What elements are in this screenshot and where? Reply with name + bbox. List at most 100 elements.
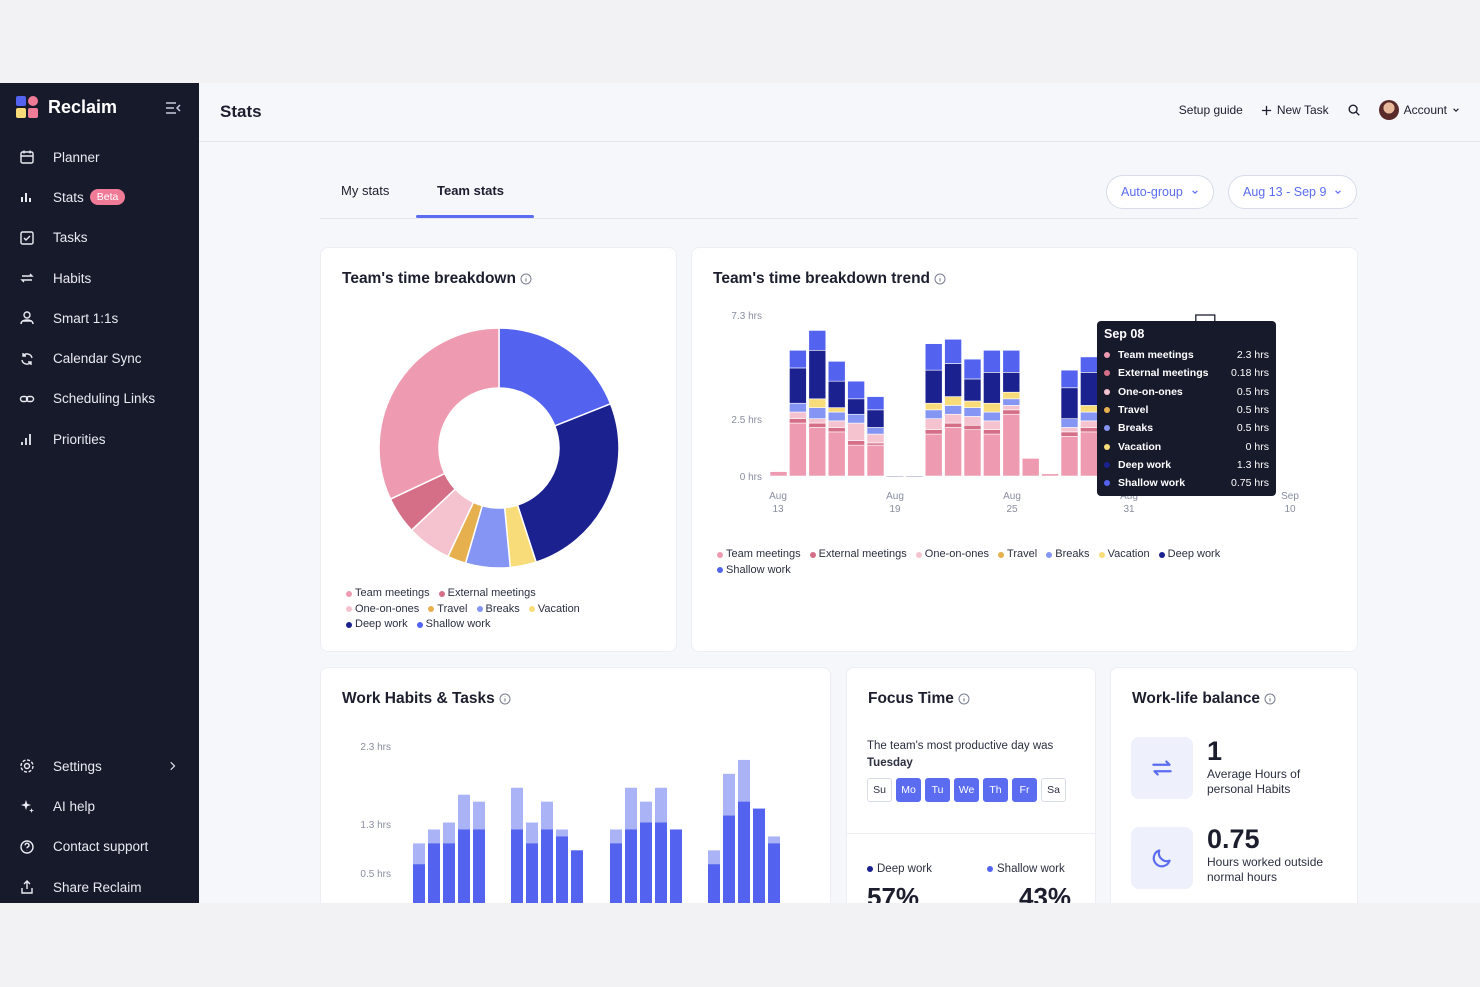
trend-bar-segment bbox=[1060, 387, 1079, 419]
trend-bar-segment bbox=[963, 429, 982, 477]
day-chip-mo[interactable]: Mo bbox=[896, 778, 921, 802]
x-tick-label: Aug bbox=[886, 491, 904, 502]
trend-bar-segment bbox=[963, 407, 982, 417]
day-chip-tu[interactable]: Tu bbox=[925, 778, 950, 802]
day-chip-we[interactable]: We bbox=[954, 778, 979, 802]
collapse-sidebar-icon[interactable] bbox=[164, 99, 182, 117]
reclaim-logo-icon bbox=[16, 96, 38, 118]
trend-bar-segment bbox=[1080, 411, 1098, 422]
sidebar-item-ai-help[interactable]: AI help bbox=[0, 786, 199, 826]
bar-chart-icon bbox=[21, 193, 31, 203]
account-label: Account bbox=[1403, 103, 1447, 117]
y-tick-label: 0 hrs bbox=[740, 472, 762, 483]
trend-bar-segment bbox=[1021, 458, 1040, 477]
search-icon[interactable] bbox=[1347, 103, 1361, 117]
tab-team-stats[interactable]: Team stats bbox=[437, 183, 504, 198]
active-tab-indicator bbox=[416, 215, 534, 218]
trend-bar-segment bbox=[789, 349, 807, 369]
trend-bar-segment bbox=[963, 400, 982, 408]
trend-bar-segment bbox=[789, 418, 807, 424]
trend-bar-segment bbox=[827, 411, 846, 422]
work-habits-card: Work Habits & Tasks 2.3 hrs 1.3 hrs 0.5 hr… bbox=[320, 667, 831, 903]
avatar bbox=[1378, 100, 1399, 120]
day-chip-su[interactable]: Su bbox=[867, 778, 892, 802]
info-icon[interactable] bbox=[934, 273, 946, 285]
sidebar-item-stats[interactable]: Stats Beta bbox=[0, 177, 199, 217]
tooltip-row: Shallow work 0.75 hrs bbox=[1104, 474, 1269, 492]
trend-bar-segment bbox=[866, 442, 885, 446]
brand[interactable]: Reclaim bbox=[16, 96, 117, 118]
info-icon[interactable] bbox=[520, 273, 532, 285]
sidebar-item-tasks[interactable]: Tasks bbox=[0, 218, 199, 258]
sidebar-bottom: Settings AI help Contact support Share R… bbox=[0, 746, 199, 903]
trend-bar-segment bbox=[1080, 356, 1098, 373]
sidebar-item-calendar-sync[interactable]: Calendar Sync bbox=[0, 338, 199, 378]
people-icon bbox=[20, 311, 34, 325]
auto-group-label: Auto-group bbox=[1121, 185, 1183, 199]
trend-bar-segment bbox=[1080, 405, 1098, 413]
legend-item: Shallow work bbox=[717, 563, 791, 578]
trend-bar-segment bbox=[963, 378, 982, 402]
setup-guide-link[interactable]: Setup guide bbox=[1178, 103, 1243, 117]
sidebar-item-planner[interactable]: Planner bbox=[0, 137, 199, 177]
y-tick-label: 1.3 hrs bbox=[360, 820, 391, 831]
trend-bar-segment bbox=[789, 411, 807, 419]
trend-bar-segment bbox=[1041, 473, 1059, 477]
calendar-icon bbox=[20, 150, 34, 164]
y-tick-label: 7.3 hrs bbox=[731, 311, 762, 322]
y-tick-label: 2.5 hrs bbox=[731, 415, 762, 426]
trend-bar-segment bbox=[1002, 349, 1021, 373]
day-chip-sa[interactable]: Sa bbox=[1041, 778, 1066, 802]
breakdown-legend: Team meetings External meetings One-on-o… bbox=[346, 586, 646, 633]
brand-name: Reclaim bbox=[48, 96, 118, 117]
habits-bar-done bbox=[458, 829, 470, 903]
trend-bar-segment bbox=[983, 372, 1001, 404]
donut-slice-deep-work bbox=[516, 402, 620, 564]
legend-item: External meetings bbox=[809, 547, 907, 562]
sidebar-item-habits[interactable]: Habits bbox=[0, 258, 199, 298]
beta-badge: Beta bbox=[89, 189, 126, 206]
sidebar-item-contact-support[interactable]: Contact support bbox=[0, 827, 199, 867]
sidebar-item-smart-1on1s[interactable]: Smart 1:1s bbox=[0, 298, 199, 338]
sidebar-item-scheduling-links[interactable]: Scheduling Links bbox=[0, 379, 199, 419]
trend-bar-segment bbox=[944, 413, 962, 424]
trend-bar-segment bbox=[827, 361, 846, 382]
chevron-right-icon bbox=[170, 761, 176, 771]
help-icon bbox=[20, 840, 34, 854]
trend-tooltip: Sep 08 Team meetings 2.3 hrs External meet… bbox=[1097, 321, 1276, 496]
sidebar-item-label: Tasks bbox=[53, 230, 88, 246]
new-task-button[interactable]: New Task bbox=[1261, 103, 1329, 117]
legend-item: Team meetings bbox=[346, 586, 430, 601]
trend-bar-segment bbox=[866, 396, 885, 411]
trend-bar-segment bbox=[983, 433, 1001, 477]
trend-bar-segment bbox=[866, 433, 885, 444]
trend-legend: Team meetings External meetings One-on-o… bbox=[717, 547, 1337, 578]
legend-item: Travel bbox=[998, 547, 1037, 562]
sidebar-item-label: Contact support bbox=[53, 839, 149, 855]
sidebar-item-share-reclaim[interactable]: Share Reclaim bbox=[0, 867, 199, 903]
day-chip-th[interactable]: Th bbox=[983, 778, 1008, 802]
repeat-icon bbox=[20, 273, 34, 283]
info-icon[interactable] bbox=[499, 693, 511, 705]
info-icon[interactable] bbox=[1264, 693, 1276, 705]
card-title: Team's time breakdown bbox=[342, 270, 532, 288]
checkbox-icon bbox=[20, 231, 34, 245]
card-title: Work-life balance bbox=[1132, 690, 1276, 708]
auto-group-dropdown[interactable]: Auto-group bbox=[1106, 175, 1214, 209]
tab-my-stats[interactable]: My stats bbox=[341, 183, 390, 198]
trend-bar-segment bbox=[924, 433, 943, 477]
info-icon[interactable] bbox=[958, 693, 970, 705]
trend-bar-segment bbox=[983, 420, 1001, 430]
habits-bar-done bbox=[443, 843, 455, 903]
sidebar-item-settings[interactable]: Settings bbox=[0, 746, 199, 786]
habits-bar-done bbox=[655, 822, 667, 903]
sidebar-item-priorities[interactable]: Priorities bbox=[0, 419, 199, 459]
trend-bar-segment bbox=[983, 349, 1001, 373]
day-chip-fr[interactable]: Fr bbox=[1012, 778, 1037, 802]
trend-bar-segment bbox=[963, 358, 982, 380]
habits-bar-done bbox=[571, 850, 583, 903]
date-range-dropdown[interactable]: Aug 13 - Sep 9 bbox=[1228, 175, 1358, 209]
account-menu[interactable]: Account bbox=[1378, 100, 1460, 120]
trend-bar-segment bbox=[1080, 420, 1098, 428]
trend-bar-segment bbox=[847, 444, 865, 477]
